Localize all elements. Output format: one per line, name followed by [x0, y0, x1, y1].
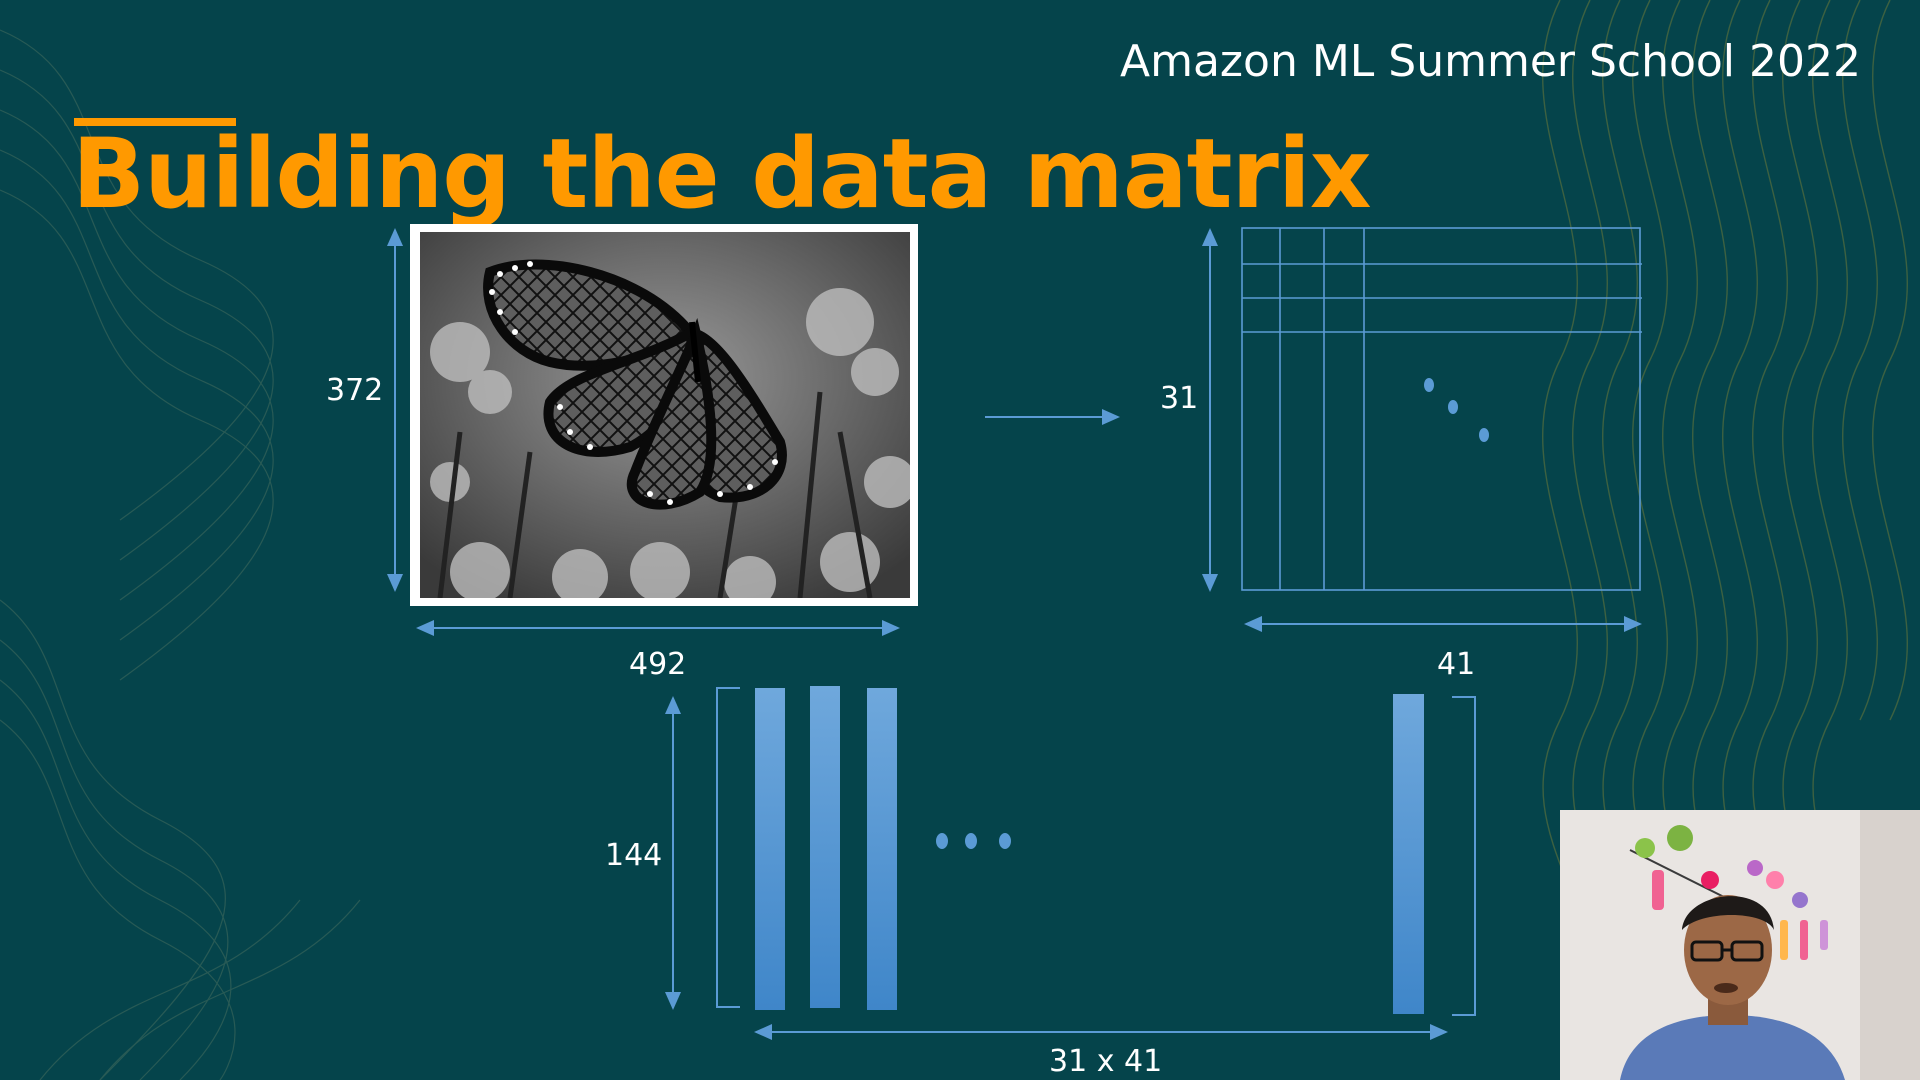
- matrix-height-label: 144: [605, 838, 663, 873]
- grid-ellipsis-dots: [1424, 378, 1489, 442]
- matrix-columns: [755, 686, 1424, 1014]
- presenter-webcam: [1560, 810, 1920, 1080]
- matrix-column: [755, 688, 785, 1010]
- presenter-video: [1560, 810, 1920, 1080]
- butterfly-image: [410, 224, 918, 606]
- butterfly-photo: [420, 232, 910, 598]
- image-height-label: 372: [326, 373, 384, 408]
- image-width-label: 492: [629, 647, 687, 682]
- matrix-right-bracket: [1452, 696, 1476, 1016]
- matrix-column: [867, 688, 897, 1010]
- slide-title: Building the data matrix: [72, 118, 1372, 230]
- grid-cols-label: 41: [1437, 647, 1476, 682]
- title-accent-bar: [74, 118, 236, 126]
- matrix-width-label: 31 x 41: [1049, 1044, 1163, 1079]
- matrix-column: [1393, 694, 1424, 1014]
- grid-rows-label: 31: [1160, 381, 1199, 416]
- matrix-ellipsis-dots: [936, 833, 1011, 849]
- matrix-left-bracket: [716, 687, 740, 1008]
- event-title: Amazon ML Summer School 2022: [1120, 36, 1861, 87]
- matrix-column: [810, 686, 840, 1008]
- patch-grid: [1241, 227, 1642, 591]
